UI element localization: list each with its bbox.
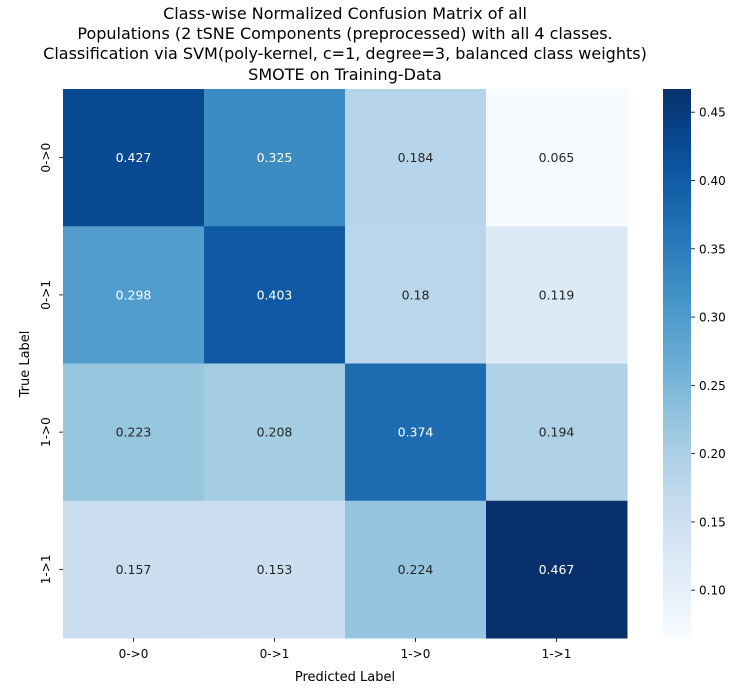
colorbar-tick-label-7: 0.45 (699, 106, 726, 120)
heatmap-cell-r3-c0 (63, 500, 205, 639)
colorbar-tick-label-5: 0.35 (699, 242, 726, 256)
colorbar (663, 89, 691, 638)
title-line-3: Classification via SVM(poly-kernel, c=1,… (43, 44, 647, 63)
y-tick-label-2: 1->0 (39, 417, 53, 447)
heatmap-cell-r1-c2 (345, 226, 487, 364)
colorbar-tick-label-6: 0.40 (699, 174, 726, 188)
heatmap-cell-r0-c1 (204, 89, 346, 227)
x-axis-ticks: 0->0 0->1 1->0 1->1 (119, 638, 572, 661)
heatmap-cell-r2-c3 (486, 363, 628, 502)
colorbar-tick-label-0: 0.10 (699, 584, 726, 598)
heatmap-cell-r2-c1 (204, 363, 346, 502)
heatmap-cell-r3-c3 (486, 500, 628, 639)
colorbar-gradient (663, 89, 691, 638)
heatmap-cell-r1-c3 (486, 226, 628, 364)
heatmap-cell-r0-c3 (486, 89, 628, 227)
colorbar-ticks: 0.10 0.15 0.20 0.25 0.30 0.35 0.40 0.45 (691, 106, 726, 598)
y-tick-label-1: 0->1 (39, 280, 53, 310)
colorbar-tick-label-3: 0.25 (699, 379, 726, 393)
cell-value-label-r3-c3: 0.467 (539, 562, 575, 577)
cell-value-label-r1-c2: 0.18 (402, 287, 430, 302)
heatmap-cells: 0.427 0.325 0.184 0.065 0.298 0.403 0.18 0.119 0… (63, 89, 628, 639)
colorbar-tick-label-2: 0.20 (699, 447, 726, 461)
y-axis-ticks: 0->0 0->1 1->0 1->1 (39, 143, 63, 584)
x-axis-label: Predicted Label (295, 670, 395, 685)
cell-value-label-r3-c2: 0.224 (398, 562, 434, 577)
colorbar-tick-label-4: 0.30 (699, 311, 726, 325)
colorbar-tick-label-1: 0.15 (699, 515, 726, 529)
cell-value-label-r2-c3: 0.194 (539, 425, 575, 440)
heatmap-cell-r1-c1 (204, 226, 346, 364)
title-line-4: SMOTE on Training-Data (248, 65, 442, 84)
cell-value-label-r2-c1: 0.208 (257, 425, 293, 440)
heatmap-cell-r0-c2 (345, 89, 487, 227)
heatmap-cell-r2-c2 (345, 363, 487, 502)
heatmap-cell-r2-c0 (63, 363, 205, 502)
cell-value-label-r1-c1: 0.403 (257, 287, 293, 302)
heatmap-cell-r3-c2 (345, 500, 487, 639)
chart-title: Class-wise Normalized Confusion Matrix o… (43, 4, 647, 84)
x-tick-label-2: 1->0 (401, 647, 431, 661)
cell-value-label-r3-c0: 0.157 (116, 562, 152, 577)
x-tick-label-3: 1->1 (542, 647, 572, 661)
cell-value-label-r2-c2: 0.374 (398, 425, 434, 440)
x-tick-label-1: 0->1 (260, 647, 290, 661)
y-tick-label-3: 1->1 (39, 555, 53, 585)
heatmap-cell-r3-c1 (204, 500, 346, 639)
cell-value-label-r0-c0: 0.427 (116, 150, 152, 165)
heatmap-cell-r1-c0 (63, 226, 205, 364)
cell-value-label-r0-c1: 0.325 (257, 150, 293, 165)
cell-value-label-r1-c3: 0.119 (539, 287, 575, 302)
y-tick-label-0: 0->0 (39, 143, 53, 173)
x-tick-label-0: 0->0 (119, 647, 149, 661)
cell-value-label-r1-c0: 0.298 (116, 287, 152, 302)
cell-value-label-r0-c3: 0.065 (539, 150, 575, 165)
cell-value-label-r3-c1: 0.153 (257, 562, 293, 577)
cell-value-label-r2-c0: 0.223 (116, 425, 152, 440)
title-line-1: Class-wise Normalized Confusion Matrix o… (163, 4, 527, 23)
heatmap-cell-r0-c0 (63, 89, 205, 227)
title-line-2: Populations (2 tSNE Components (preproce… (77, 24, 612, 43)
y-axis-label: True Label (18, 331, 33, 399)
cell-value-label-r0-c2: 0.184 (398, 150, 434, 165)
